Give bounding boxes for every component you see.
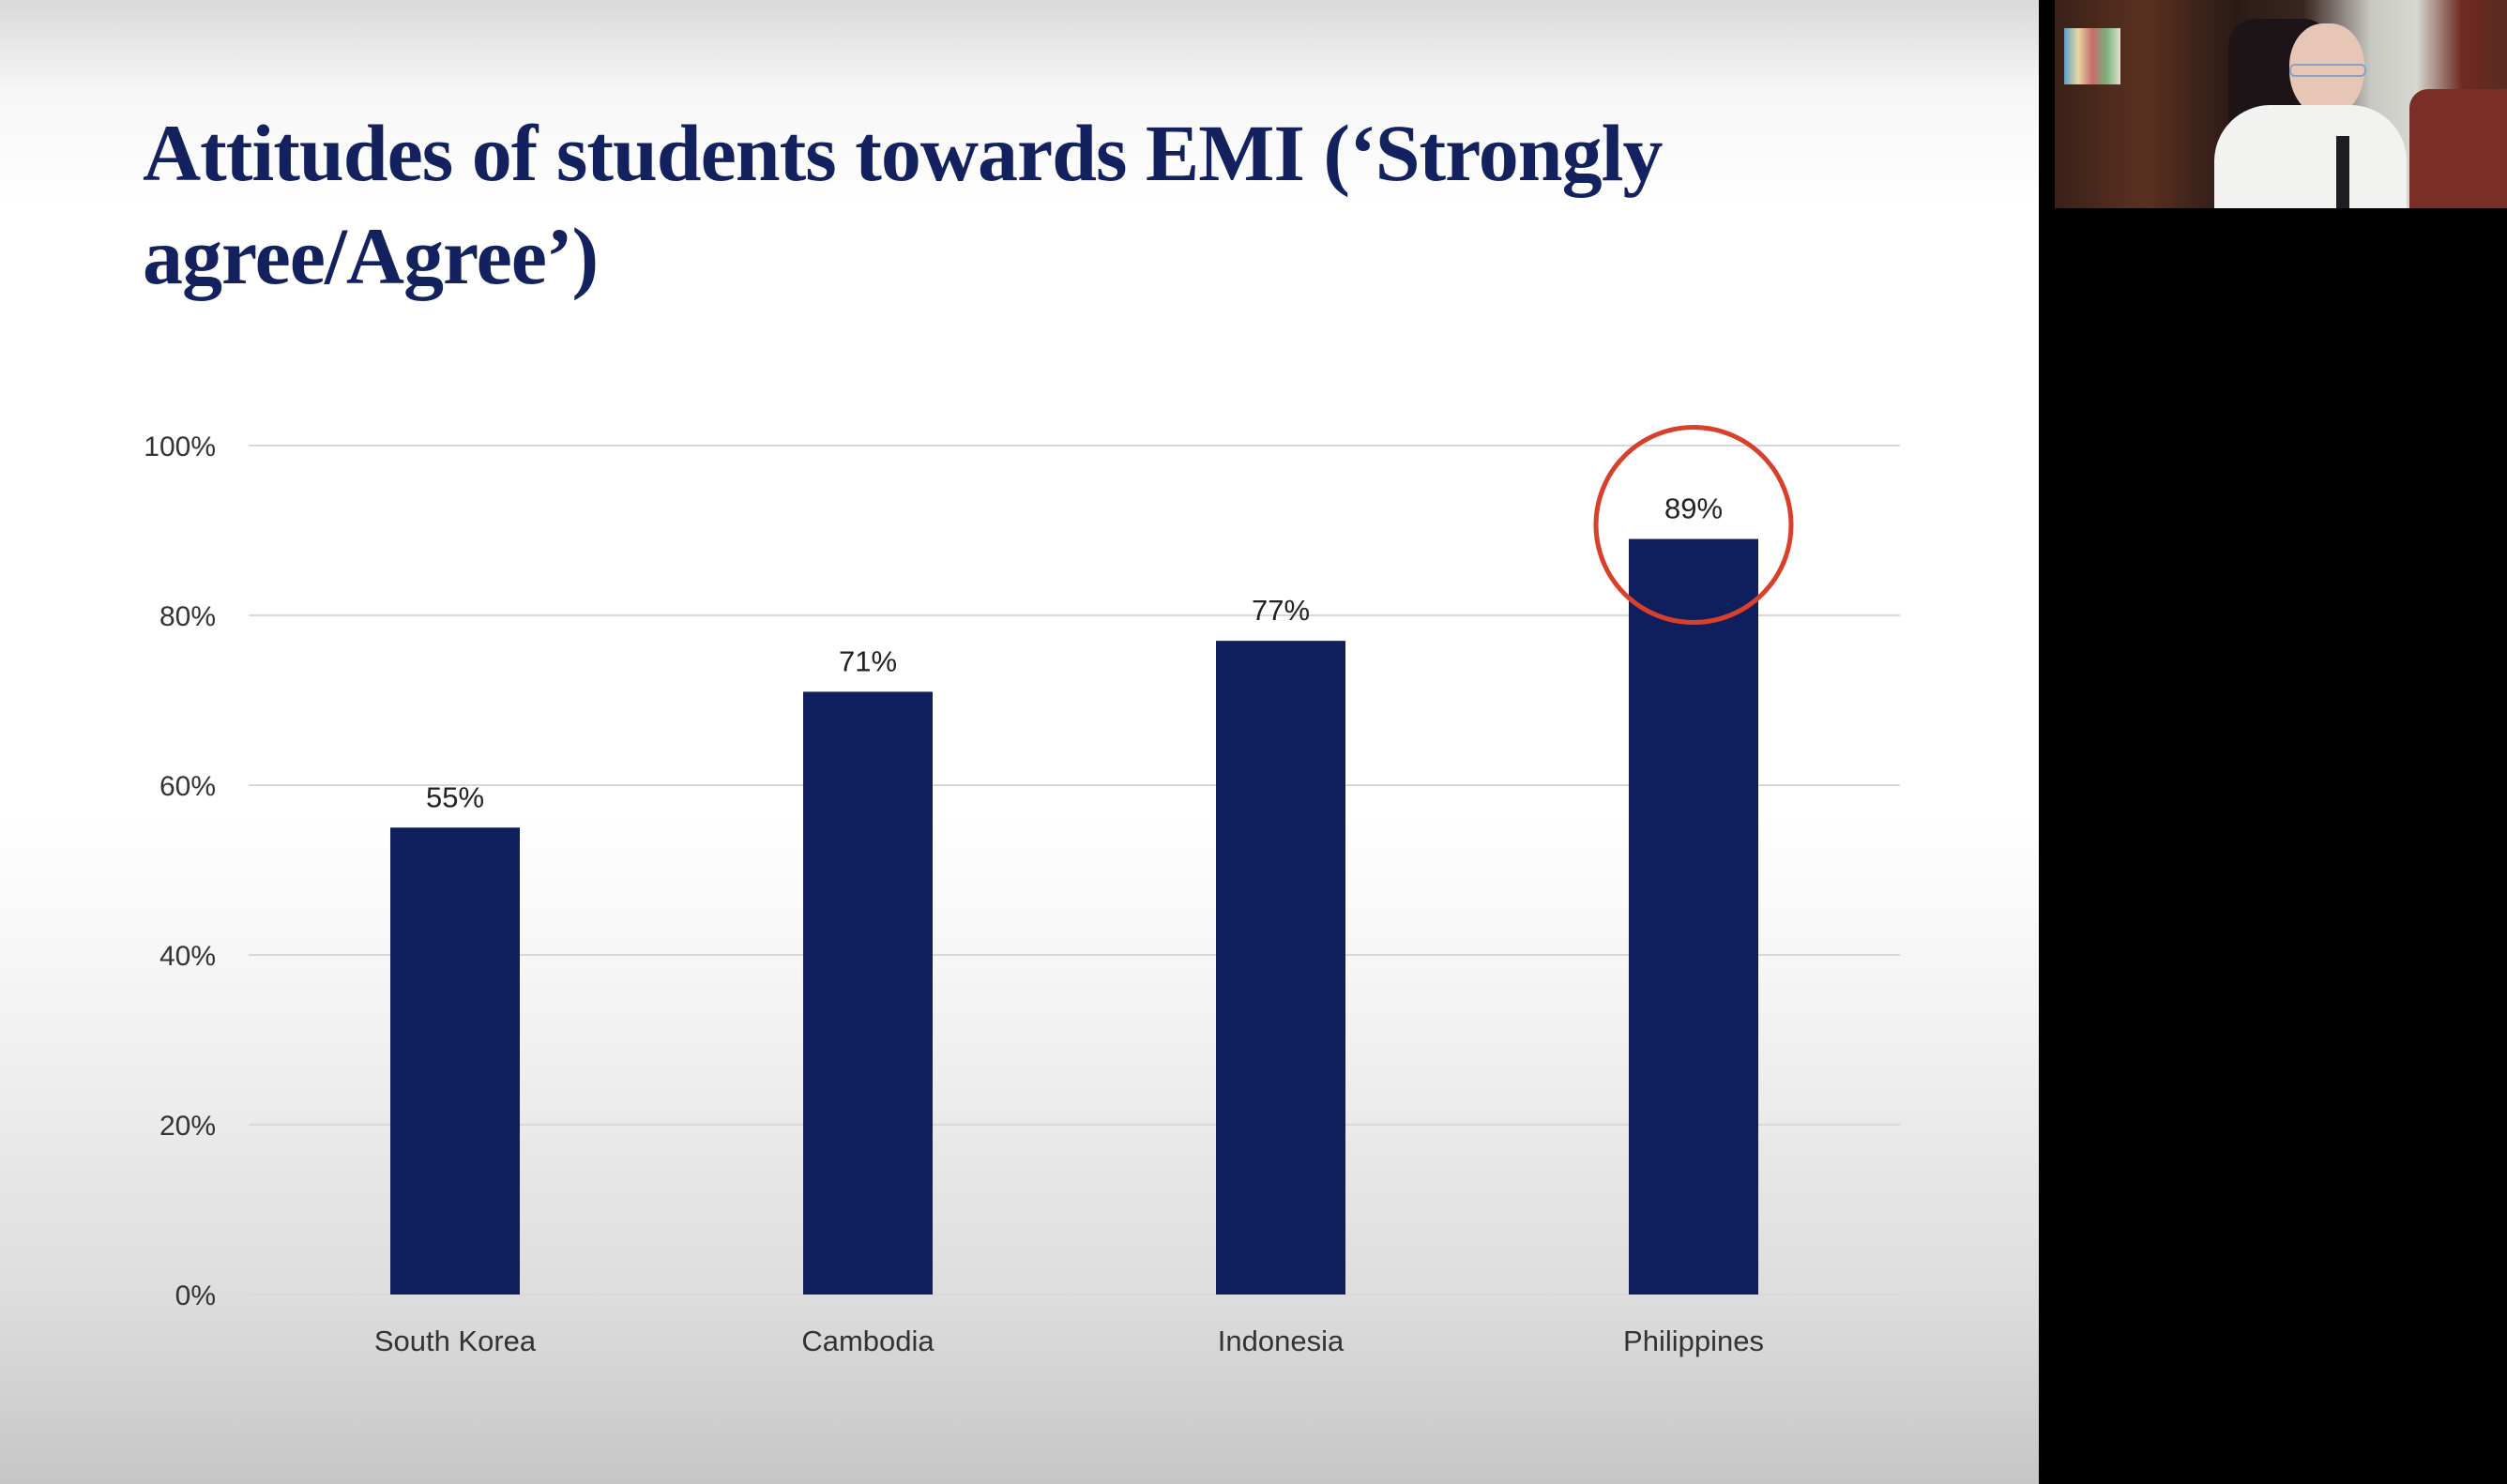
data-label: 71% [839,644,897,677]
presentation-slide: Attitudes of students towards EMI (‘Stro… [0,0,2039,1484]
sofa [2409,89,2507,208]
presenter-video-feed [2055,0,2507,208]
y-tick-label: 60% [160,771,216,802]
bar-cambodia [803,691,933,1295]
bar-south-korea [390,827,520,1295]
bar-philippines [1629,538,1758,1295]
slide-title: Attitudes of students towards EMI (‘Stro… [143,108,1664,301]
category-label: Philippines [1623,1325,1764,1357]
presenter-shirt [2214,105,2407,208]
presenter-head [2289,23,2364,117]
bar-indonesia [1216,641,1345,1295]
data-label: 77% [1252,594,1310,627]
y-tick-label: 40% [160,941,216,972]
data-label: 89% [1664,492,1723,525]
tie [2336,136,2349,208]
y-tick-label: 20% [160,1111,216,1142]
y-tick-label: 80% [160,601,216,632]
highlight-circle [1593,425,1794,626]
glasses [2289,64,2366,77]
y-tick-label: 100% [144,432,216,462]
bookshelf [2064,28,2120,84]
category-label: Cambodia [801,1325,934,1357]
category-label: South Korea [374,1325,537,1357]
y-tick-label: 0% [175,1280,216,1311]
category-label: Indonesia [1218,1325,1345,1357]
bar-chart: 0% 20% 40% 60% 80% 100% 55% South Korea 71% Cambo… [144,425,1900,1357]
data-label: 55% [426,780,484,813]
